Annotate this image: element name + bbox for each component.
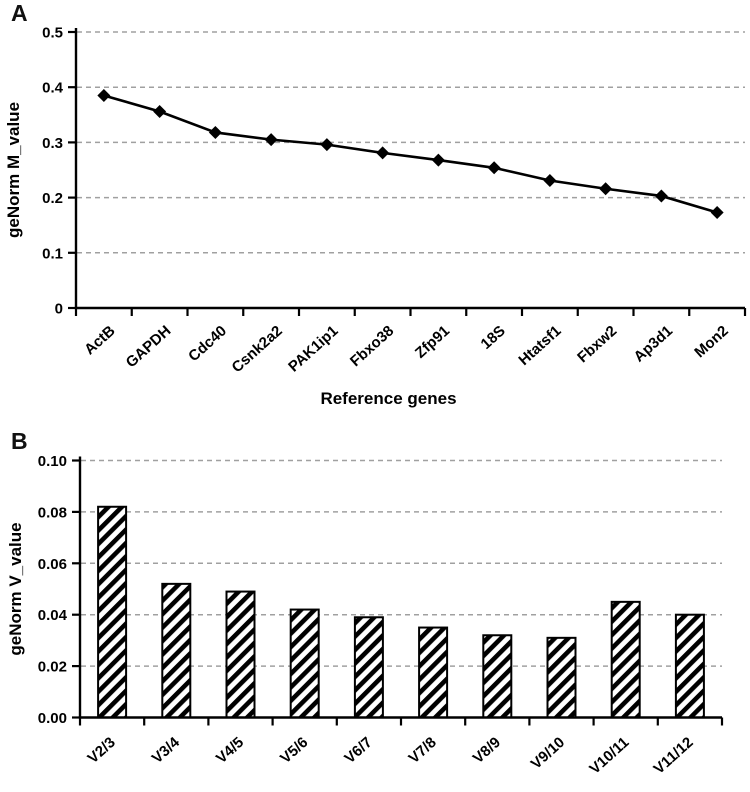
y-tick-label: 0.10	[38, 453, 67, 470]
x-tick-label: V11/12	[650, 734, 696, 778]
bar-V4/5	[225, 590, 256, 719]
data-point-marker-GAPDH	[153, 104, 167, 118]
x-tick-label: V5/6	[277, 734, 311, 767]
bar-V3/4	[161, 582, 192, 719]
x-tick-label: Mon2	[691, 322, 731, 361]
panel-b-label: B	[11, 428, 29, 454]
data-point-marker-Mon2	[710, 206, 724, 220]
data-point-marker-18S	[487, 161, 501, 175]
y-tick-label: 0.3	[42, 135, 63, 152]
data-point-marker-Htatsf1	[543, 173, 557, 187]
x-tick-label: V6/7	[341, 734, 375, 767]
bar-V11/12	[674, 613, 705, 719]
y-tick-label: 0.02	[38, 659, 67, 676]
data-point-marker-PAK1ip1	[320, 138, 334, 152]
x-tick-label: V10/11	[586, 734, 632, 778]
data-point-marker-Fbxw2	[599, 182, 613, 196]
panel-a: A 0 0.1 0.2 0.3 0.4 0.5 ActB GAPDH Cdc40 Csnk2a2 P…	[4, 0, 747, 408]
x-axis-title: Reference genes	[320, 389, 456, 408]
y-tick-label: 0.5	[42, 25, 63, 42]
x-tick-label: Zfp91	[412, 322, 453, 361]
bar-V9/10	[546, 636, 577, 719]
data-point-marker-Ap3d1	[654, 189, 668, 203]
y-tick-label: 0.4	[42, 80, 64, 97]
x-tick-label: Cdc40	[185, 322, 230, 365]
x-tick-label: Ap3d1	[631, 322, 676, 365]
data-point-marker-Cdc40	[208, 125, 222, 139]
series-line	[103, 94, 718, 214]
bar-V10/11	[610, 600, 641, 719]
v-value-bar-chart: 0.00 0.02 0.04 0.06 0.08 0.10 V2/3 V3/4 V4/5 V5/6…	[6, 453, 724, 778]
data-point-marker-Zfp91	[431, 153, 445, 167]
x-tick-label: 18S	[478, 322, 509, 353]
data-point-marker-Fbxo38	[376, 146, 390, 160]
y-axis-title: geNorm V_value	[6, 522, 25, 655]
y-tick-label: 0.08	[38, 504, 67, 521]
bar-V8/9	[482, 634, 513, 719]
x-tick-label: Csnk2a2	[229, 322, 286, 376]
y-axis-title: geNorm M_value	[4, 102, 23, 238]
x-tick-label: Htatsf1	[515, 322, 564, 369]
x-tick-label: V4/5	[213, 734, 247, 767]
panel-b: B 0.00 0.02 0.04 0.06 0.08 0.10 V2/3 V3/4 V4/5 V5…	[0, 424, 750, 792]
x-tick-label: V2/3	[84, 734, 118, 767]
x-tick-label: ActB	[81, 322, 119, 358]
x-tick-label: PAK1ip1	[285, 322, 341, 375]
y-tick-label: 0.2	[42, 190, 63, 207]
y-tick-label: 0.1	[42, 245, 63, 262]
bar-V6/7	[353, 616, 384, 719]
bar-V2/3	[97, 505, 128, 719]
panel-a-label: A	[11, 0, 29, 26]
x-tick-label: V7/8	[405, 734, 439, 767]
x-tick-label: GAPDH	[123, 322, 175, 371]
bar-V7/8	[418, 626, 449, 719]
y-tick-label: 0.00	[38, 710, 67, 727]
data-point-marker-ActB	[97, 88, 111, 102]
x-tick-label: Fbxo38	[347, 322, 397, 370]
y-tick-label: 0.06	[38, 556, 67, 573]
bar-V5/6	[289, 608, 320, 719]
x-tick-label: V9/10	[528, 734, 569, 773]
x-tick-label: V8/9	[470, 734, 504, 767]
x-tick-label: Fbxw2	[574, 322, 620, 366]
data-point-marker-Csnk2a2	[264, 133, 278, 147]
x-tick-label: V3/4	[149, 733, 184, 767]
y-tick-label: 0	[55, 301, 63, 318]
y-tick-label: 0.04	[38, 607, 68, 624]
